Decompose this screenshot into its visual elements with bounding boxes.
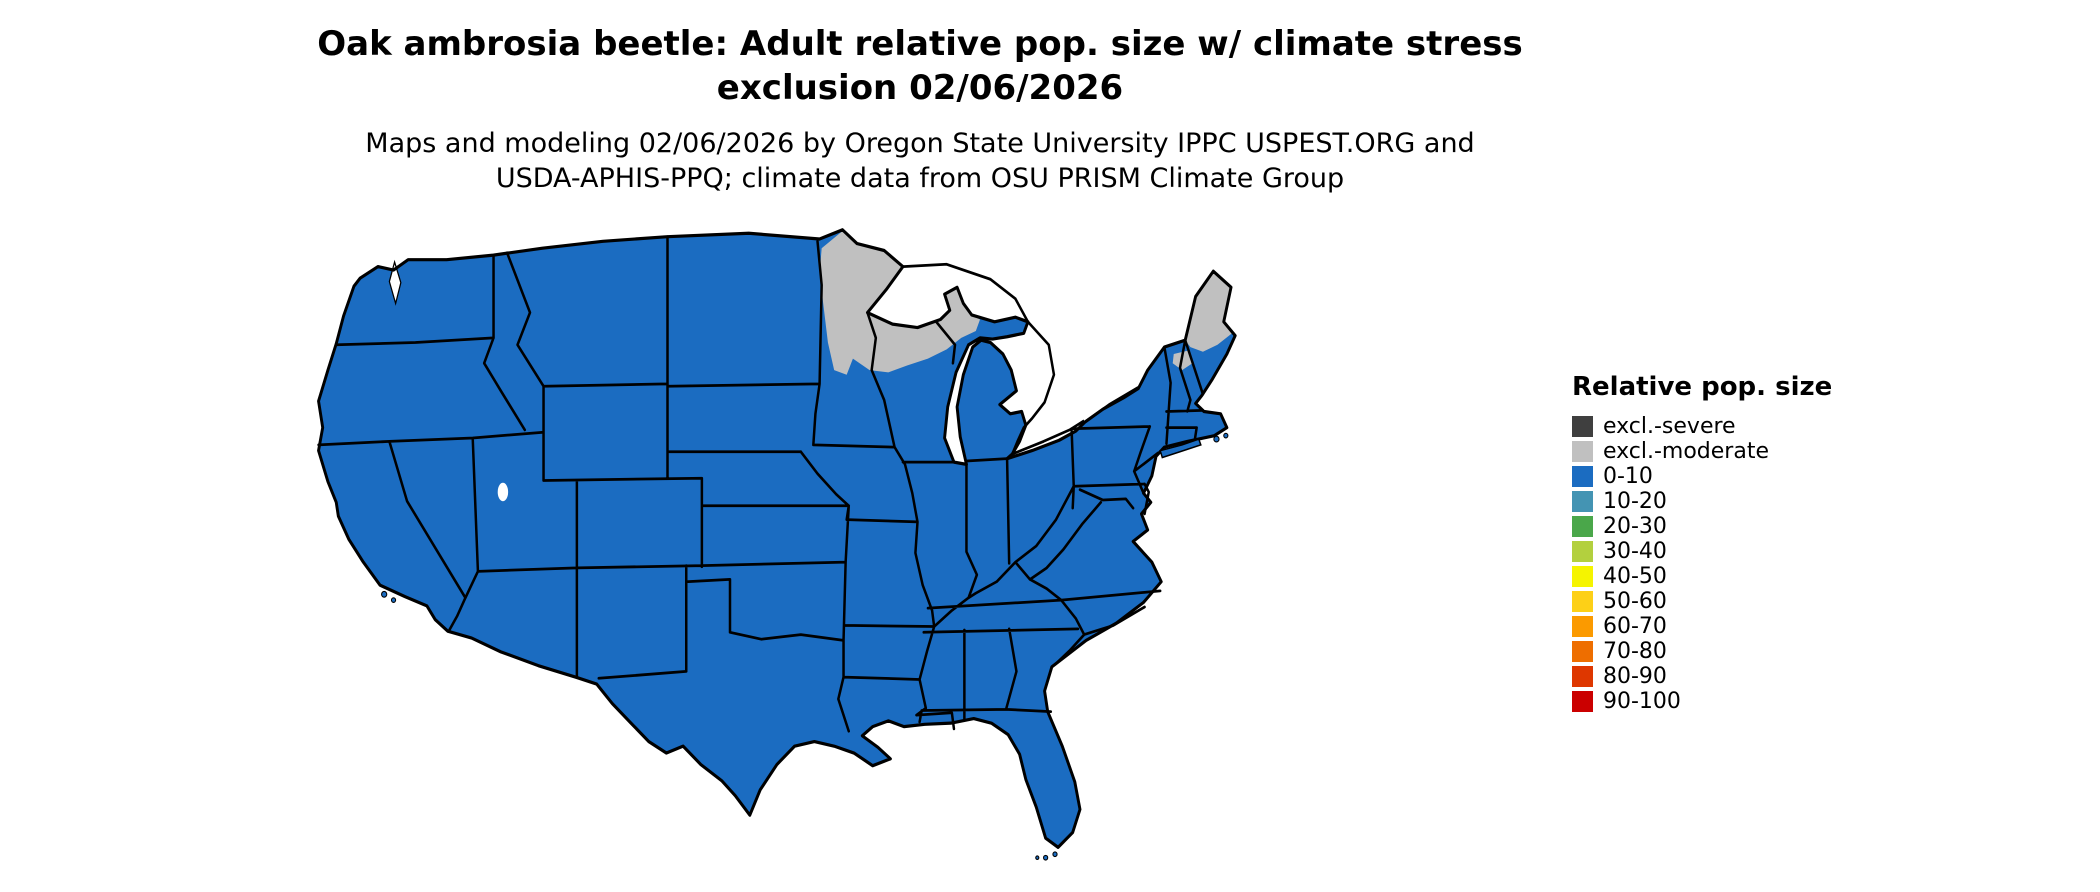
legend-row: 40-50: [1572, 564, 1832, 589]
great-salt-lake: [497, 482, 509, 502]
legend-label: 30-40: [1603, 539, 1667, 564]
legend-title: Relative pop. size: [1572, 372, 1833, 402]
legend-row: 60-70: [1572, 614, 1832, 639]
legend-swatch: [1572, 591, 1593, 612]
legend-label: 90-100: [1603, 689, 1681, 714]
exclusion-region-upper-midwest: [819, 230, 980, 375]
legend-swatch: [1572, 566, 1593, 587]
map-subtitle-line1: Maps and modeling 02/06/2026 by Oregon S…: [365, 128, 1475, 159]
legend-label: excl.-moderate: [1603, 439, 1769, 464]
nantucket-island: [1213, 435, 1220, 443]
great-lakes-border: [902, 262, 1139, 456]
legend-row: 20-30: [1572, 514, 1832, 539]
legend-swatch: [1572, 441, 1593, 462]
florida-key-3: [1035, 855, 1040, 860]
state-borders: [317, 235, 1205, 733]
legend-row: 90-100: [1572, 689, 1832, 714]
channel-island-1: [381, 590, 388, 598]
legend-row: 70-80: [1572, 639, 1832, 664]
legend-items: excl.-severe excl.-moderate 0-10 10-20 20-30…: [1572, 414, 1832, 714]
legend: Relative pop. size excl.-severe excl.-mod…: [1572, 372, 1832, 714]
legend-label: 0-10: [1603, 464, 1653, 489]
map-title-line2: exclusion 02/06/2026: [716, 68, 1124, 108]
map-title: Oak ambrosia beetle: Adult relative pop.…: [170, 22, 1670, 110]
coastal-islands: [381, 432, 1229, 861]
legend-row: 0-10: [1572, 464, 1832, 489]
legend-label: 80-90: [1603, 664, 1667, 689]
legend-row: 80-90: [1572, 664, 1832, 689]
legend-swatch: [1572, 416, 1593, 437]
puget-sound: [388, 259, 402, 306]
us-map-svg: [316, 228, 1237, 861]
map-subtitle: Maps and modeling 02/06/2026 by Oregon S…: [170, 126, 1670, 196]
legend-label: 20-30: [1603, 514, 1667, 539]
legend-label: 60-70: [1603, 614, 1667, 639]
legend-row: 50-60: [1572, 589, 1832, 614]
legend-swatch: [1572, 616, 1593, 637]
map-title-line1: Oak ambrosia beetle: Adult relative pop.…: [317, 24, 1523, 64]
legend-row: 30-40: [1572, 539, 1832, 564]
legend-label: excl.-severe: [1603, 414, 1736, 439]
us-map: [280, 216, 1280, 892]
long-island: [1159, 438, 1202, 459]
marthas-vineyard-island: [1223, 432, 1229, 439]
legend-swatch: [1572, 466, 1593, 487]
map-subtitle-line2: USDA-APHIS-PPQ; climate data from OSU PR…: [495, 163, 1345, 194]
legend-swatch: [1572, 691, 1593, 712]
conus-landmass: [318, 229, 1236, 848]
legend-label: 50-60: [1603, 589, 1667, 614]
legend-label: 70-80: [1603, 639, 1667, 664]
legend-row: excl.-severe: [1572, 414, 1832, 439]
legend-swatch: [1572, 491, 1593, 512]
channel-island-2: [390, 597, 397, 603]
legend-row: 10-20: [1572, 489, 1832, 514]
legend-row: excl.-moderate: [1572, 439, 1832, 464]
legend-swatch: [1572, 516, 1593, 537]
florida-key-1: [1052, 851, 1058, 858]
legend-swatch: [1572, 541, 1593, 562]
legend-swatch: [1572, 641, 1593, 662]
title-block: Oak ambrosia beetle: Adult relative pop.…: [170, 22, 1670, 196]
legend-swatch: [1572, 666, 1593, 687]
florida-key-2: [1043, 854, 1049, 861]
exclusion-region-northern-maine: [1185, 271, 1233, 352]
legend-label: 40-50: [1603, 564, 1667, 589]
legend-label: 10-20: [1603, 489, 1667, 514]
